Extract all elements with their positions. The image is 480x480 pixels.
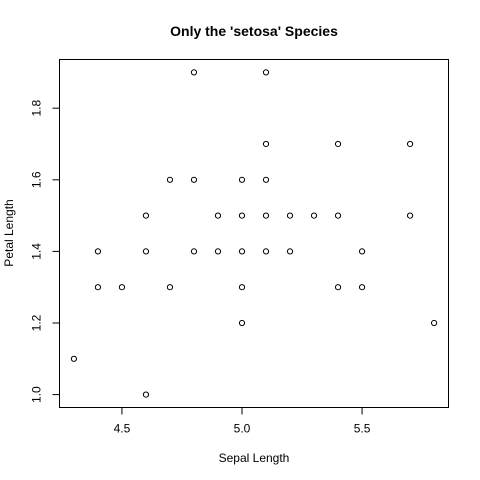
data-point: [142, 212, 150, 219]
data-point: [286, 212, 294, 219]
data-point: [238, 248, 246, 255]
data-point: [166, 284, 174, 291]
data-point: [238, 319, 246, 327]
y-axis-label: Petal Length: [2, 199, 16, 266]
data-point: [430, 319, 438, 327]
x-tick-label: 5.0: [234, 422, 251, 436]
x-tick-label: 5.5: [354, 422, 371, 436]
y-tick-label: 1.6: [30, 171, 44, 188]
data-point: [262, 176, 270, 183]
data-point: [70, 355, 78, 362]
data-point: [190, 176, 198, 183]
x-axis-label: Sepal Length: [219, 451, 290, 465]
data-point: [358, 248, 366, 255]
x-tick-label: 4.5: [114, 422, 131, 436]
data-points: [70, 69, 438, 398]
data-point: [334, 284, 342, 291]
data-point: [238, 212, 246, 219]
data-point: [190, 69, 198, 76]
data-point: [262, 69, 270, 76]
data-point: [214, 248, 222, 255]
data-point: [334, 140, 342, 148]
data-point: [142, 248, 150, 255]
data-point: [262, 212, 270, 219]
data-point: [262, 248, 270, 255]
data-point: [238, 176, 246, 183]
y-tick-label: 1.8: [30, 100, 44, 117]
data-point: [406, 212, 414, 219]
data-point: [238, 284, 246, 291]
data-point: [94, 248, 102, 255]
y-tick-label: 1.0: [30, 386, 44, 403]
data-point: [310, 212, 318, 219]
data-point: [286, 248, 294, 255]
data-point: [142, 391, 150, 398]
y-tick-label: 1.2: [30, 314, 44, 331]
data-point: [262, 140, 270, 148]
y-tick-label: 1.4: [30, 243, 44, 260]
data-point: [166, 176, 174, 183]
data-point: [358, 284, 366, 291]
y-axis: 1.0 1.2 1.4 1.6 1.8: [30, 100, 60, 403]
plot-frame: [59, 59, 449, 408]
data-point: [118, 284, 126, 291]
data-point: [94, 284, 102, 291]
data-point: [214, 212, 222, 219]
data-point: [190, 248, 198, 255]
chart-title: Only the 'setosa' Species: [170, 23, 338, 39]
data-point: [334, 212, 342, 219]
data-point: [406, 140, 414, 148]
x-axis: 4.5 5.0 5.5: [114, 407, 371, 436]
